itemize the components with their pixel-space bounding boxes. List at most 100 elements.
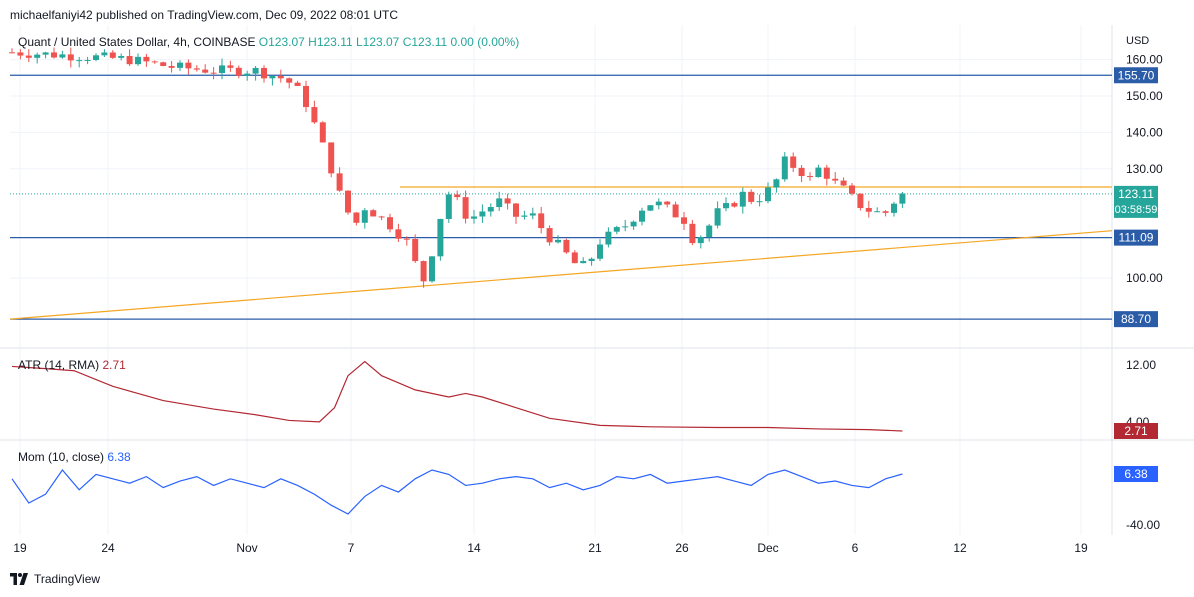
candle-body	[454, 194, 461, 198]
candle-body	[353, 212, 360, 223]
candle-body	[294, 82, 301, 86]
candle-body	[336, 173, 343, 191]
atr-line	[11, 360, 903, 432]
candle-body	[235, 67, 242, 76]
x-tick-label: 21	[588, 541, 602, 555]
candle-body	[168, 65, 175, 68]
candle-body	[25, 55, 32, 58]
candle-body	[219, 65, 225, 74]
candle-body	[479, 211, 486, 217]
level-badge	[1114, 311, 1158, 328]
candle-body	[571, 252, 578, 264]
atr-badge	[1114, 423, 1158, 439]
atr-legend: ATR (14, RMA) 2.71	[18, 358, 126, 372]
candle-body	[185, 62, 192, 69]
candle-body	[891, 203, 897, 213]
candle-body	[160, 62, 167, 66]
candle-body	[269, 76, 276, 79]
level-badge	[1114, 229, 1158, 246]
candle-body	[857, 193, 864, 208]
x-tick-label: 24	[101, 541, 115, 555]
y-tick-label: 140.00	[1126, 125, 1163, 139]
candle-body	[462, 197, 469, 219]
atr-tick-label: 12.00	[1126, 358, 1156, 372]
candle-body	[445, 194, 452, 219]
brand-name: TradingView	[34, 572, 101, 586]
published-caption: michaelfaniyi42 published on TradingView…	[10, 8, 399, 22]
candle-body	[773, 179, 780, 188]
candle-body	[555, 239, 561, 243]
candle-body	[210, 72, 217, 74]
x-tick-label: 6	[852, 541, 859, 555]
footer-brand: TradingView	[10, 572, 100, 586]
currency-label: USD	[1126, 35, 1149, 47]
trend-lines	[9, 186, 1113, 320]
candle-countdown: 03:58:59	[1115, 204, 1158, 216]
candle-body	[697, 237, 704, 244]
time-axis: 19 24 Nov 7 14 21 26 Dec 6 12 19	[13, 541, 1088, 555]
candle-body	[521, 215, 528, 217]
mom-tick-label: -40.00	[1126, 518, 1160, 532]
x-tick-label: 14	[467, 541, 481, 555]
level-badge-label: 88.70	[1121, 312, 1151, 326]
price-axis: 160.00150.00140.00130.00100.00USD12.004.…	[1126, 35, 1163, 532]
candle-body	[42, 52, 49, 55]
candle-body	[823, 167, 830, 179]
atr-series	[11, 360, 903, 432]
candle-body	[613, 227, 620, 232]
candle-body	[227, 65, 234, 68]
candle-body	[874, 211, 881, 213]
pane-separators	[0, 25, 1194, 535]
candle-body	[723, 203, 729, 209]
level-badge	[1114, 67, 1158, 84]
momentum-series	[11, 469, 903, 515]
candle-body	[319, 122, 326, 143]
mom-badge-label: 6.38	[1124, 467, 1148, 481]
candle-body	[605, 231, 612, 245]
horizontal-levels	[10, 74, 1112, 320]
candle-body	[51, 52, 57, 58]
candle-body	[706, 225, 713, 238]
y-tick-label: 130.00	[1126, 162, 1163, 176]
x-tick-label: 26	[675, 541, 689, 555]
candle-body	[177, 62, 183, 68]
candle-body	[840, 180, 847, 186]
candle-body	[261, 67, 267, 79]
candle-body	[622, 226, 629, 228]
x-tick-label: 7	[348, 541, 355, 555]
candle-body	[420, 261, 427, 282]
candle-body	[655, 201, 662, 206]
candle-body	[328, 142, 335, 174]
y-tick-label: 150.00	[1126, 89, 1163, 103]
candle-body	[437, 218, 444, 257]
candle-body	[387, 217, 393, 230]
candle-body	[277, 76, 284, 79]
candle-body	[84, 59, 91, 61]
x-tick-label: 19	[13, 541, 27, 555]
tradingview-logo-icon	[10, 573, 28, 585]
candle-body	[76, 60, 83, 62]
candle-body	[143, 56, 150, 62]
candle-body	[580, 261, 587, 264]
candle-body	[882, 211, 889, 213]
candle-body	[202, 69, 209, 73]
x-tick-label: 19	[1074, 541, 1088, 555]
candle-body	[244, 73, 251, 76]
candle-body	[429, 256, 435, 282]
level-badge-label: 155.70	[1118, 68, 1155, 82]
ohlc-values: O123.07 H123.11 L123.07 C123.11 0.00 (0.…	[258, 35, 520, 49]
candle-body	[496, 198, 503, 208]
mom-value: 6.38	[107, 450, 131, 464]
axis-badges: 155.70 111.09 88.70 123.11 03:58:59 2.71 6.38	[1114, 67, 1158, 482]
candle-body	[9, 52, 15, 54]
candle-body	[101, 52, 108, 56]
candle-body	[538, 213, 545, 229]
candle-body	[118, 56, 125, 58]
candle-body	[151, 61, 158, 63]
candle-body	[563, 239, 570, 253]
x-tick-label: Dec	[757, 541, 778, 555]
candle-body	[252, 67, 259, 74]
candle-body	[378, 216, 385, 218]
candle-body	[865, 207, 872, 212]
